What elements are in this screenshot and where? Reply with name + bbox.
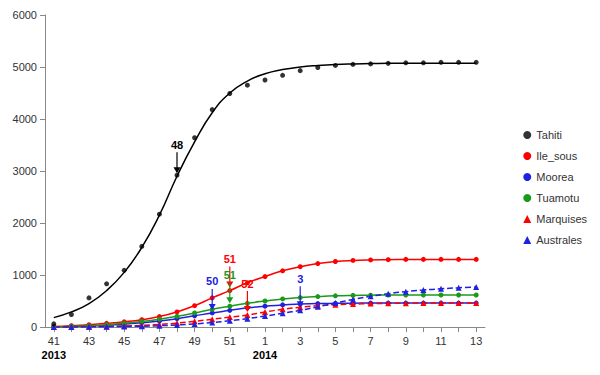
svg-text:5000: 5000: [13, 61, 37, 73]
svg-text:7: 7: [368, 335, 374, 347]
svg-text:1000: 1000: [13, 269, 37, 281]
svg-text:3: 3: [297, 273, 303, 285]
svg-text:1: 1: [262, 335, 268, 347]
svg-text:Marquises: Marquises: [536, 213, 587, 225]
svg-text:5: 5: [332, 335, 338, 347]
svg-text:13: 13: [470, 335, 482, 347]
svg-text:51: 51: [224, 253, 236, 265]
svg-text:3000: 3000: [13, 165, 37, 177]
svg-text:Tahiti: Tahiti: [536, 129, 562, 141]
svg-text:48: 48: [171, 139, 183, 151]
svg-text:3: 3: [297, 335, 303, 347]
svg-text:11: 11: [435, 335, 446, 347]
svg-text:Tuamotu: Tuamotu: [536, 192, 579, 204]
svg-text:2013: 2013: [42, 349, 66, 361]
svg-text:Ile_sous: Ile_sous: [536, 150, 577, 162]
svg-text:9: 9: [403, 335, 409, 347]
svg-text:2014: 2014: [253, 349, 278, 361]
svg-text:51: 51: [224, 269, 236, 281]
svg-text:47: 47: [153, 335, 165, 347]
svg-text:4000: 4000: [13, 113, 37, 125]
svg-text:51: 51: [224, 335, 236, 347]
svg-text:52: 52: [241, 278, 253, 290]
svg-text:45: 45: [118, 335, 130, 347]
svg-text:Australes: Australes: [536, 234, 582, 246]
svg-text:2000: 2000: [13, 217, 37, 229]
svg-text:43: 43: [83, 335, 95, 347]
svg-text:0: 0: [31, 321, 37, 333]
svg-text:Moorea: Moorea: [536, 171, 574, 183]
svg-text:49: 49: [188, 335, 200, 347]
svg-text:50: 50: [206, 275, 218, 287]
svg-text:6000: 6000: [13, 9, 37, 21]
svg-text:41: 41: [48, 335, 60, 347]
